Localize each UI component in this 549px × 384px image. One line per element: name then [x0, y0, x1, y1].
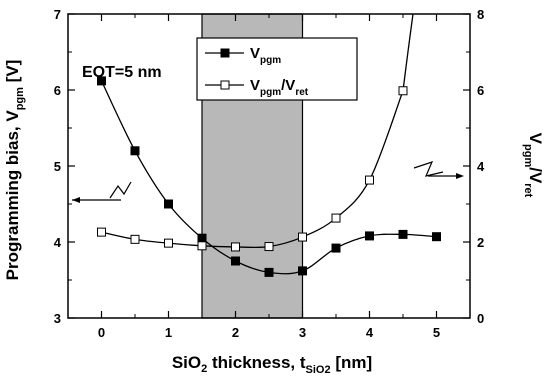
data-point-filled — [365, 231, 374, 241]
legend-item-vpgm-vret: Vpgm/Vret — [205, 77, 309, 98]
y-right-tick-label: 6 — [477, 83, 484, 98]
data-point-open — [331, 213, 341, 223]
data-point-open — [398, 86, 408, 96]
series-layer — [97, 13, 441, 277]
data-point-filled — [331, 243, 341, 253]
data-point-filled — [298, 266, 307, 276]
legend-item-vpgm: Vpgm — [205, 45, 281, 66]
data-point-filled — [231, 256, 240, 266]
data-point-open — [264, 242, 274, 252]
y-right-tick-label: 2 — [477, 235, 484, 250]
legend-marker-open-square — [220, 80, 230, 90]
data-point-filled — [197, 233, 207, 243]
data-point-open — [298, 232, 307, 242]
y-right-tick-label: 0 — [477, 311, 484, 326]
y-left-tick-label: 4 — [54, 235, 62, 250]
data-point-filled — [164, 199, 173, 209]
x-tick-label: 3 — [299, 325, 306, 340]
data-point-filled — [97, 76, 106, 86]
legend-sub-vpgm: pgm — [260, 55, 281, 66]
data-point-filled — [432, 232, 441, 242]
y-right-tick-label: 4 — [477, 159, 485, 174]
y-right-axis-title: Vpgm/Vret — [522, 133, 545, 198]
x-axis-title: SiO2 thickness, tSiO2 [nm] — [172, 353, 372, 376]
data-point-open — [231, 242, 240, 252]
data-point-filled — [398, 229, 408, 239]
eot-annotation: EOT=5 nm — [82, 64, 162, 81]
svg-text:Vpgm: Vpgm — [250, 45, 281, 66]
legend-sub-ret: ret — [295, 87, 308, 98]
legend-label-vpgm: V — [250, 45, 260, 62]
right-axis-arrow — [413, 161, 464, 179]
data-point-open — [197, 241, 207, 251]
data-point-filled — [264, 267, 274, 277]
data-point-open — [97, 227, 106, 237]
y-left-tick-label: 5 — [54, 159, 61, 174]
legend-marker-filled-square — [220, 48, 230, 58]
legend-box — [196, 37, 358, 101]
legend-sub-pgm: pgm — [260, 87, 281, 98]
data-point-filled — [130, 146, 140, 156]
y-right-tick-label: 8 — [477, 7, 484, 22]
data-point-open — [130, 234, 140, 244]
legend-label-v: V — [250, 77, 260, 94]
left-axis-arrow — [72, 181, 132, 203]
x-tick-label: 4 — [366, 325, 374, 340]
y-left-axis-title: Programming bias, Vpgm [V] — [3, 60, 26, 281]
legend: Vpgm Vpgm/Vret — [196, 37, 358, 101]
legend-label-vret: /V — [281, 77, 295, 94]
x-tick-label: 0 — [98, 325, 105, 340]
x-tick-label: 1 — [165, 325, 172, 340]
ticks-layer: 0 1 2 3 4 5 3 4 5 6 7 0 2 4 6 8 — [54, 7, 485, 340]
svg-text:Vpgm/Vret: Vpgm/Vret — [250, 77, 309, 98]
y-left-tick-label: 3 — [54, 311, 61, 326]
data-point-open — [164, 238, 173, 248]
y-left-tick-label: 7 — [54, 7, 61, 22]
data-point-open — [365, 175, 374, 185]
x-tick-label: 2 — [232, 325, 239, 340]
x-tick-label: 5 — [433, 325, 440, 340]
y-left-tick-label: 6 — [54, 83, 61, 98]
